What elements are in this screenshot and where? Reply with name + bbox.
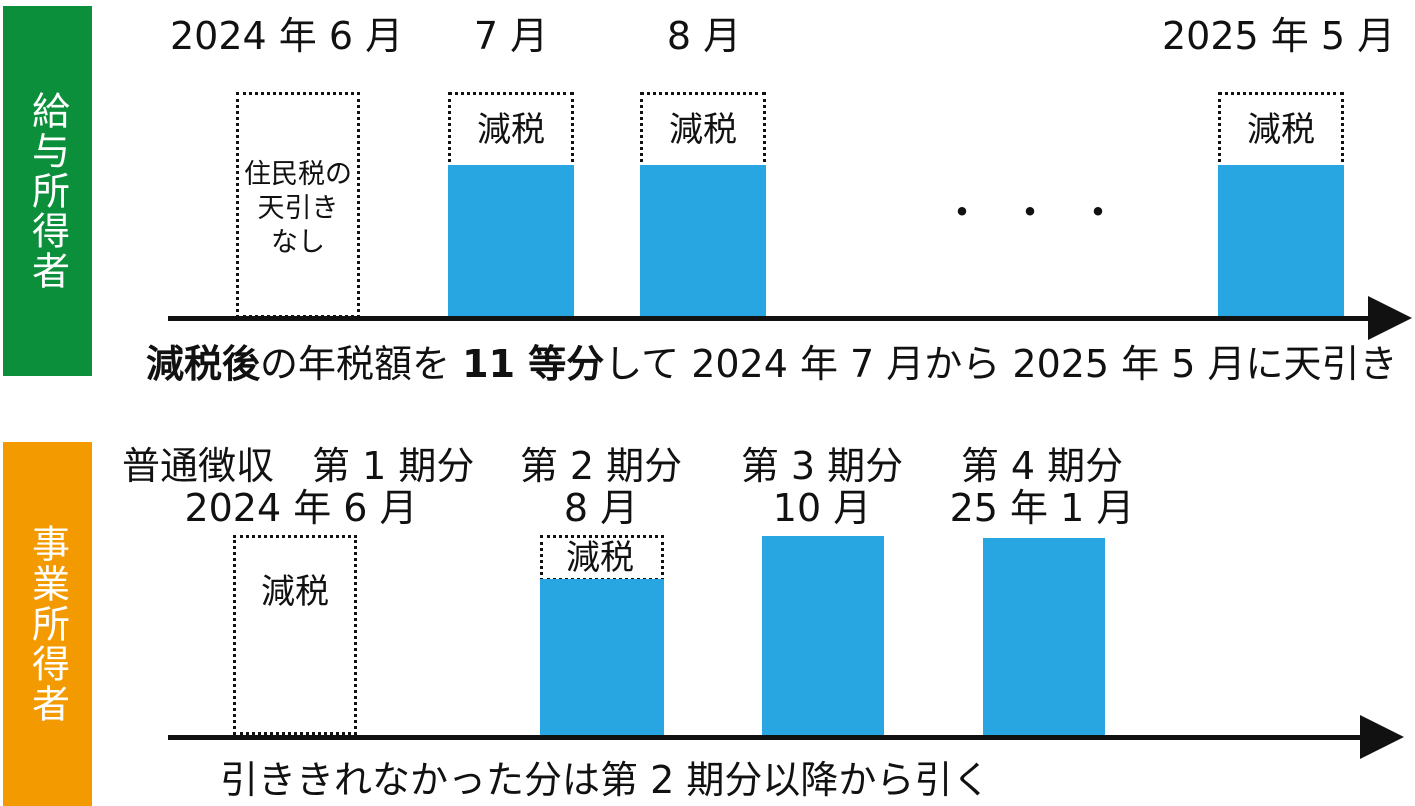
month-label-2025-05: 2025 年 5 月 (1162, 14, 1396, 58)
salary-note-bold-1: 減税後 (146, 342, 261, 386)
period-4-date: 25 年 1 月 (949, 486, 1135, 530)
period-1-reduction-label: 減税 (261, 572, 329, 612)
no-deduction-line-2: 天引き (257, 193, 339, 224)
month-label-08: 8 月 (666, 14, 742, 58)
ellipsis: ・・・ (942, 190, 1146, 236)
business-earner-label: 事業所得者 (3, 442, 92, 806)
salary-earner-label-text: 給与所得者 (25, 91, 70, 291)
business-earner-label-text: 事業所得者 (25, 524, 70, 724)
period-3-bar (762, 536, 884, 737)
salary-timeline-arrow (1368, 296, 1412, 340)
period-4-bar (983, 538, 1105, 737)
salary-note: 減税後の年税額を 11 等分して 2024 年 7 月から 2025 年 5 月… (146, 342, 1398, 386)
period-3-title: 第 3 期分 (740, 444, 904, 488)
no-deduction-line-3: なし (271, 227, 325, 258)
period-1-title: 普通徴収 第 1 期分 (122, 444, 475, 488)
period-2-reduction-label: 減税 (566, 538, 634, 578)
no-deduction-text: 住民税の 天引き なし (236, 158, 360, 260)
salary-note-bold-2: 11 等分 (462, 342, 605, 386)
business-timeline-arrow (1360, 715, 1404, 759)
salary-earner-label: 給与所得者 (3, 6, 92, 376)
tax-reduction-label-07: 減税 (477, 110, 545, 150)
period-4-title: 第 4 期分 (960, 444, 1124, 488)
period-2-date: 8 月 (563, 486, 639, 530)
period-1-reduction-box (233, 535, 357, 735)
business-timeline-axis (168, 735, 1368, 740)
salary-timeline-axis (168, 316, 1380, 321)
month-label-2024-06: 2024 年 6 月 (170, 14, 404, 58)
period-3-date: 10 月 (772, 486, 872, 530)
salary-note-text-1: の年税額を (260, 342, 451, 386)
business-note: 引ききれなかった分は第 2 期分以降から引く (220, 758, 991, 802)
deduction-bar-08 (640, 165, 766, 318)
month-label-07: 7 月 (473, 14, 549, 58)
deduction-bar-2025-05 (1218, 165, 1344, 318)
period-1-date: 2024 年 6 月 (184, 486, 418, 530)
tax-reduction-label-08: 減税 (669, 110, 737, 150)
deduction-bar-07 (448, 165, 574, 318)
period-2-title: 第 2 期分 (519, 444, 683, 488)
period-2-bar (540, 579, 664, 737)
salary-note-text-2: して 2024 年 7 月から 2025 年 5 月に天引き (604, 342, 1398, 386)
tax-reduction-label-2025-05: 減税 (1247, 110, 1315, 150)
no-deduction-line-1: 住民税の (244, 159, 352, 190)
